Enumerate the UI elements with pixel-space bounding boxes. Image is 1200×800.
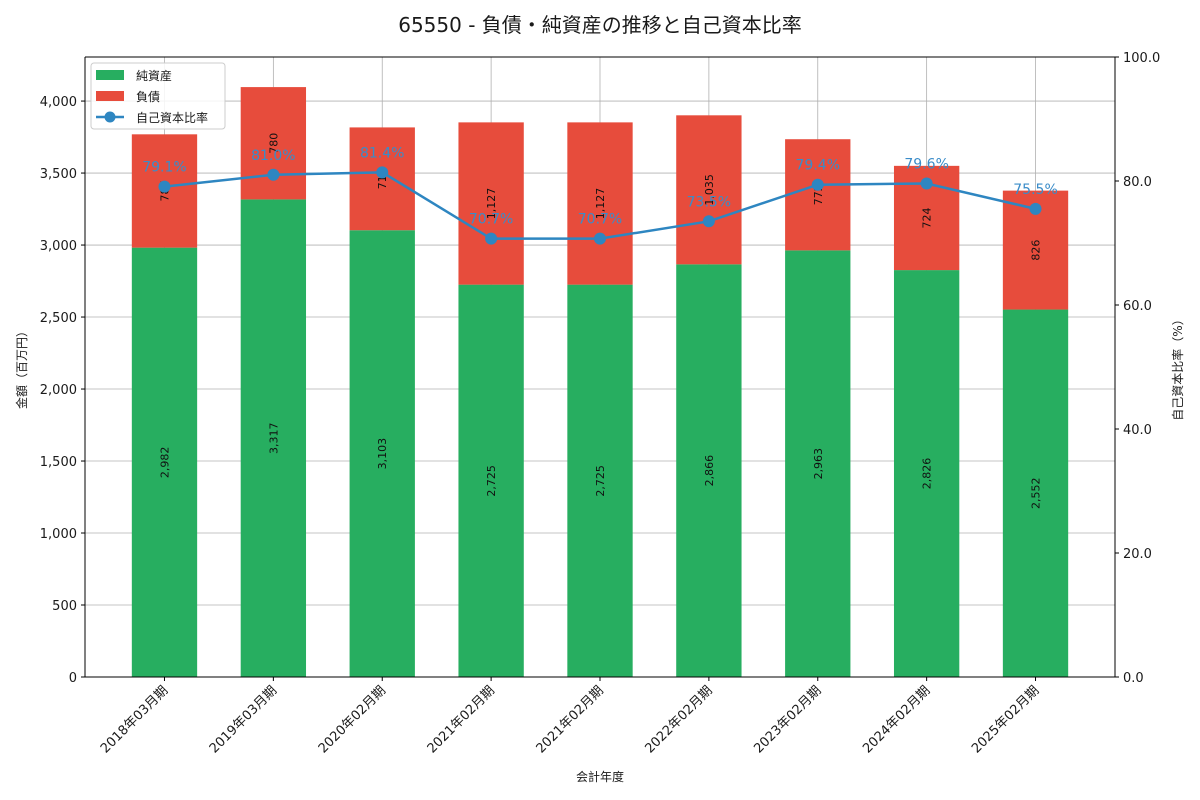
x-tick-label: 2021年02月期 (534, 683, 607, 756)
ratio-point (267, 168, 280, 181)
bars (131, 87, 1069, 678)
bar-label-net-assets: 2,963 (812, 448, 825, 480)
bar-label-liabilities: 826 (1030, 240, 1043, 261)
bar-net-assets (458, 284, 524, 677)
bar-liabilities (785, 139, 851, 251)
ratio-point (1029, 202, 1042, 215)
legend-swatch-liabilities (96, 91, 124, 101)
y-tick-label: 500 (52, 599, 77, 614)
y2-tick-label: 0.0 (1123, 671, 1144, 686)
ratio-point (485, 232, 498, 245)
bar-label-net-assets: 2,866 (703, 455, 716, 487)
bar-net-assets (349, 230, 415, 678)
chart-title: 65550 - 負債・純資産の推移と自己資本比率 (398, 13, 802, 37)
legend: 純資産 負債 自己資本比率 (90, 62, 226, 130)
x-axis-ticks: 2018年03月期 2019年03月期 2020年02月期 2021年02月期 2021… (98, 677, 1042, 757)
bar-liabilities (676, 115, 742, 265)
ratio-label: 81.4% (360, 145, 404, 161)
ratio-point (594, 232, 606, 245)
y-tick-label: 1,500 (40, 455, 77, 470)
bar-label-liabilities: 780 (267, 133, 280, 154)
ratio-label: 79.6% (904, 156, 948, 172)
x-axis-label: 会計年度 (576, 769, 624, 784)
y2-axis-ticks: 0.0 20.0 40.0 60.0 80.0 100.0 (1115, 51, 1160, 686)
bar-label-net-assets: 2,725 (594, 465, 607, 497)
x-tick-label: 2018年03月期 (98, 683, 171, 756)
ratio-line: 79.1% 81.0% 81.4% 70.7% 70.7% 73.5% 79.4% 79.6%… (142, 145, 1058, 245)
bar-label-net-assets: 3,103 (376, 438, 389, 470)
bar-label-liabilities: 1,127 (594, 188, 607, 220)
bar-liabilities (567, 122, 633, 285)
ratio-label: 70.7% (578, 212, 622, 228)
ratio-label: 79.4% (796, 158, 840, 174)
legend-label-net-assets: 純資産 (136, 68, 172, 83)
y2-tick-label: 80.0 (1123, 175, 1152, 190)
ratio-label: 73.5% (687, 194, 731, 210)
y-tick-label: 4,000 (40, 95, 77, 110)
bar-label-liabilities: 1,035 (703, 174, 716, 206)
legend-marker-ratio (104, 111, 116, 123)
ratio-point (702, 215, 715, 228)
legend-label-ratio: 自己資本比率 (136, 110, 208, 125)
bar-net-assets (1002, 309, 1069, 677)
bar-net-assets (567, 284, 633, 677)
y-tick-label: 2,000 (40, 383, 77, 398)
bar-label-net-assets: 2,826 (921, 458, 934, 490)
y-tick-label: 3,500 (40, 167, 77, 182)
ratio-point (811, 178, 824, 191)
ratio-label: 79.1% (142, 160, 186, 176)
bar-label-liabilities: 1,127 (485, 188, 498, 220)
x-tick-label: 2024年02月期 (860, 683, 933, 756)
bar-label-net-assets: 2,552 (1030, 478, 1043, 510)
ratio-label: 75.5% (1013, 182, 1057, 198)
y2-tick-label: 20.0 (1123, 547, 1152, 562)
y2-tick-label: 60.0 (1123, 299, 1152, 314)
y2-axis-label: 自己資本比率（%） (1170, 313, 1185, 420)
x-tick-label: 2019年03月期 (207, 683, 280, 756)
y-tick-label: 2,500 (40, 311, 77, 326)
x-tick-label: 2022年02月期 (642, 683, 715, 756)
bar-label-liabilities: 724 (921, 207, 934, 228)
y2-tick-label: 40.0 (1123, 423, 1152, 438)
bar-net-assets (785, 250, 851, 677)
bar-net-assets (893, 270, 960, 677)
y-tick-label: 1,000 (40, 527, 77, 542)
ratio-label: 81.0% (251, 148, 295, 164)
bar-label-net-assets: 3,317 (267, 422, 280, 454)
ratio-point (158, 180, 171, 193)
ratio-label: 70.7% (469, 212, 513, 228)
bar-liabilities (349, 127, 415, 231)
bar-label-net-assets: 2,725 (485, 465, 498, 497)
x-tick-label: 2021年02月期 (425, 683, 498, 756)
legend-swatch-net-assets (96, 70, 124, 80)
bar-net-assets (676, 264, 742, 677)
y2-tick-label: 100.0 (1123, 51, 1160, 66)
bar-label-net-assets: 2,982 (158, 447, 171, 479)
y-axis-ticks: 0 500 1,000 1,500 2,000 2,500 3,000 3,500 4,000 (40, 95, 85, 686)
y-axis-label: 金額（百万円） (14, 325, 29, 409)
bar-liabilities (458, 122, 524, 285)
legend-label-liabilities: 負債 (136, 89, 160, 104)
x-tick-label: 2023年02月期 (751, 683, 824, 756)
ratio-point (920, 177, 933, 190)
legend-box (90, 62, 226, 130)
y-tick-label: 3,000 (40, 239, 77, 254)
bar-net-assets (240, 199, 307, 677)
ratio-point (376, 166, 389, 179)
bar-net-assets (131, 247, 198, 677)
x-tick-label: 2020年02月期 (316, 683, 389, 756)
y-tick-label: 0 (69, 671, 77, 686)
x-tick-label: 2025年02月期 (969, 683, 1042, 756)
